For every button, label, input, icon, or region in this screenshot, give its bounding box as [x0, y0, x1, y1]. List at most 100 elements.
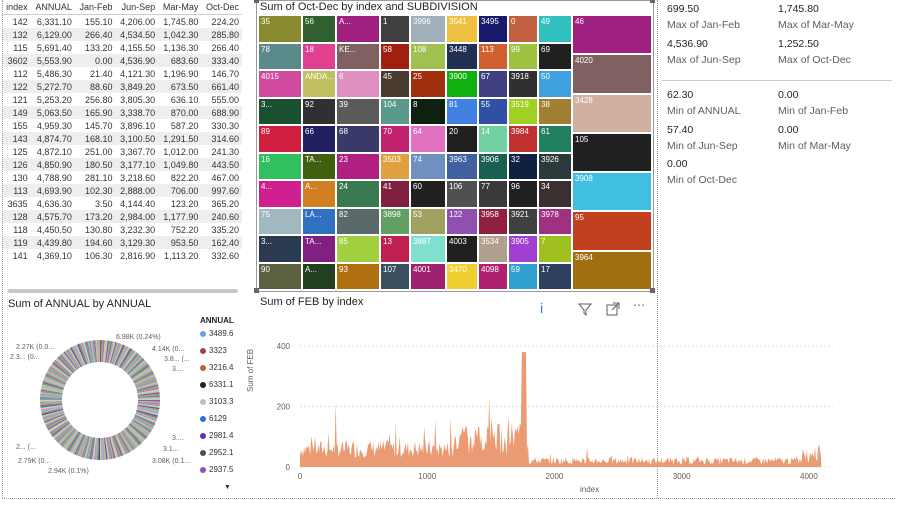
treemap-tile[interactable]: 25	[410, 70, 446, 98]
treemap-tile[interactable]: 16	[258, 152, 302, 180]
donut-slice[interactable]	[106, 437, 113, 459]
donut-slice[interactable]	[136, 410, 158, 419]
donut-slice[interactable]	[42, 411, 65, 421]
table-row[interactable]: 125 4,872.10 251.00 3,367.70 1,012.00 241.30	[2, 145, 242, 158]
focus-mode-icon[interactable]	[606, 302, 620, 316]
donut-slice[interactable]	[137, 396, 160, 400]
donut-slice[interactable]	[45, 416, 67, 428]
filter-icon[interactable]	[578, 302, 592, 316]
donut-slice[interactable]	[85, 341, 93, 364]
treemap-tile[interactable]: 3958	[478, 207, 508, 235]
donut-slice[interactable]	[100, 437, 104, 460]
data-table[interactable]: index ANNUAL Jan-Feb Jun-Sep Mar-May Oct-Dec …	[2, 0, 242, 288]
donut-slice[interactable]	[42, 379, 65, 389]
donut-slice[interactable]	[111, 342, 121, 365]
donut-slice[interactable]	[100, 340, 104, 363]
donut-slice[interactable]	[78, 343, 88, 365]
donut-slice[interactable]	[134, 414, 156, 425]
treemap-tile[interactable]: 3470	[446, 262, 478, 290]
donut-slice[interactable]	[90, 340, 96, 363]
legend-item[interactable]: 2981.4	[200, 431, 233, 440]
donut-slice[interactable]	[136, 381, 158, 390]
treemap-tile[interactable]: 4015	[258, 70, 302, 98]
donut-slice[interactable]	[93, 437, 98, 460]
table-row[interactable]: 119 4,439.80 194.60 3,129.30 953.50 162.40	[2, 236, 242, 249]
donut-slice[interactable]	[135, 411, 158, 421]
more-options-icon[interactable]: ⋯	[633, 298, 645, 312]
treemap-tile[interactable]: 82	[336, 207, 380, 235]
table-row[interactable]: 142 6,331.10 155.10 4,206.00 1,745.80 224.20	[2, 15, 242, 29]
donut-slice[interactable]	[101, 437, 105, 460]
donut-slice[interactable]	[54, 359, 72, 376]
donut-slice[interactable]	[50, 364, 70, 379]
legend-item[interactable]: 2937.5	[200, 465, 233, 474]
donut-slice[interactable]	[132, 370, 153, 382]
donut-slice[interactable]	[135, 413, 157, 423]
donut-slice[interactable]	[89, 340, 95, 363]
treemap-tile[interactable]: 3905	[508, 235, 538, 263]
treemap-tile[interactable]: 13	[380, 235, 410, 263]
treemap-tile[interactable]: 53	[410, 207, 446, 235]
donut-slice[interactable]	[92, 437, 97, 460]
treemap-tile[interactable]: 3906	[478, 152, 508, 180]
treemap-tile[interactable]: 34	[538, 180, 572, 208]
donut-slice[interactable]	[135, 378, 157, 388]
donut-slice[interactable]	[128, 359, 146, 376]
donut-slice[interactable]	[72, 345, 84, 367]
donut-slice[interactable]	[43, 378, 65, 388]
treemap-tile[interactable]: 70	[380, 125, 410, 153]
donut-slice[interactable]	[124, 354, 141, 372]
treemap-tile[interactable]: 4098	[478, 262, 508, 290]
treemap-tile[interactable]: 8	[410, 97, 446, 125]
donut-slice[interactable]	[43, 413, 65, 423]
donut-slice[interactable]	[115, 434, 126, 455]
donut-slice[interactable]	[101, 340, 105, 363]
treemap-tile[interactable]: 95	[572, 211, 652, 251]
donut-slice[interactable]	[70, 347, 82, 368]
donut-slice[interactable]	[56, 357, 74, 374]
donut-slice[interactable]	[119, 348, 132, 368]
table-row[interactable]: 113 4,693.90 102.30 2,888.00 706.00 997.60	[2, 184, 242, 197]
treemap-tile[interactable]: 60	[410, 180, 446, 208]
table-row[interactable]: 155 4,959.30 145.70 3,896.10 587.20 330.30	[2, 119, 242, 132]
donut-slice[interactable]	[123, 353, 139, 372]
treemap-tile[interactable]: 106	[446, 180, 478, 208]
treemap-tile[interactable]: 1	[380, 15, 410, 43]
donut-slice[interactable]	[98, 437, 100, 460]
treemap-tile[interactable]: 3519	[508, 97, 538, 125]
donut-slice[interactable]	[119, 432, 132, 452]
donut-slice[interactable]	[119, 348, 133, 369]
donut-slice[interactable]	[44, 375, 66, 386]
donut-slice[interactable]	[96, 340, 100, 363]
donut-slice[interactable]	[135, 379, 158, 389]
donut-slice[interactable]	[59, 354, 76, 372]
legend-scroll-down-icon[interactable]: ▼	[224, 484, 231, 491]
donut-slice[interactable]	[137, 390, 160, 396]
donut-slice[interactable]	[104, 340, 110, 363]
treemap-tile[interactable]: TA...	[302, 152, 336, 180]
donut-slice[interactable]	[126, 357, 144, 374]
donut-slice[interactable]	[52, 423, 71, 438]
donut-slice[interactable]	[137, 400, 160, 402]
donut-slice[interactable]	[40, 403, 63, 408]
donut-slice[interactable]	[62, 352, 77, 371]
treemap-tile[interactable]: 7	[538, 235, 572, 263]
treemap-tile[interactable]: 35	[258, 15, 302, 43]
donut-slice[interactable]	[41, 406, 63, 413]
donut-slice[interactable]	[40, 405, 63, 411]
table-row[interactable]: 143 4,874.70 168.10 3,100.50 1,291.50 314.60	[2, 132, 242, 145]
donut-slice[interactable]	[125, 355, 142, 373]
donut-slice[interactable]	[107, 341, 115, 364]
donut-slice[interactable]	[136, 408, 159, 416]
donut-slice[interactable]	[81, 342, 90, 364]
treemap-tile[interactable]: 77	[478, 180, 508, 208]
treemap-tile[interactable]: 67	[478, 70, 508, 98]
treemap-tile[interactable]: 50	[538, 70, 572, 98]
treemap-tile[interactable]: 3503	[380, 152, 410, 180]
treemap-tile[interactable]: 113	[478, 42, 508, 70]
donut-slice[interactable]	[137, 393, 160, 398]
donut-slice[interactable]	[113, 343, 123, 365]
donut-slice[interactable]	[102, 340, 107, 363]
donut-slice[interactable]	[79, 342, 89, 365]
treemap-tile[interactable]: 14	[478, 125, 508, 153]
